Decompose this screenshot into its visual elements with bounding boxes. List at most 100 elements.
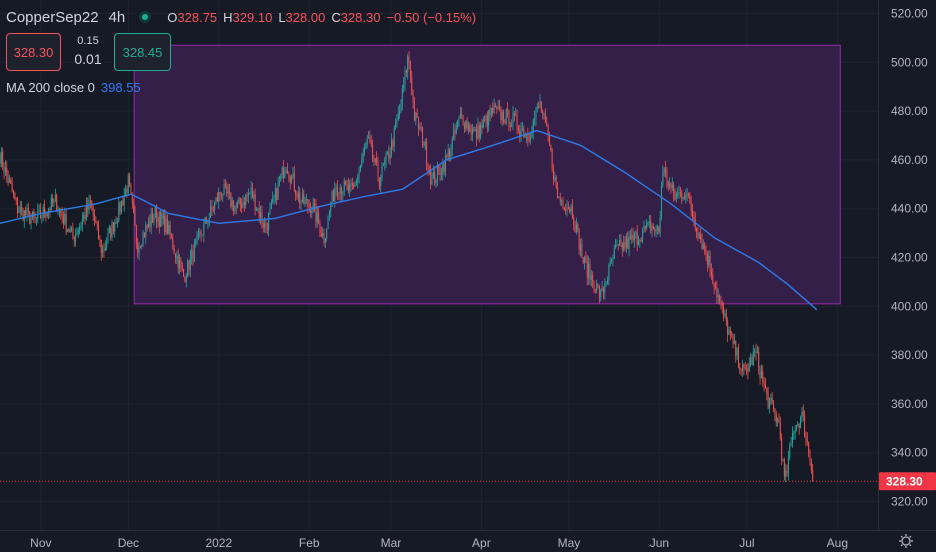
symbol-name[interactable]: CopperSep22: [6, 8, 99, 26]
ma-legend[interactable]: MA 200 close 0 398.55: [6, 80, 141, 95]
candle: [777, 418, 779, 423]
candle: [214, 202, 216, 210]
candle: [486, 115, 488, 126]
candle: [743, 364, 745, 368]
candle: [291, 175, 293, 183]
candle: [283, 167, 284, 179]
candle: [160, 212, 162, 227]
candle: [477, 125, 479, 139]
candle: [766, 388, 768, 394]
candle: [640, 239, 642, 242]
candle: [430, 171, 432, 185]
ma-label: MA 200 close 0: [6, 80, 95, 95]
candle: [14, 193, 16, 199]
candle: [196, 235, 198, 241]
candle: [496, 107, 498, 110]
candle: [634, 233, 635, 241]
high-label: H: [223, 9, 233, 25]
candle: [405, 70, 407, 73]
candle: [720, 300, 722, 303]
candle: [480, 125, 482, 138]
candle: [798, 423, 800, 429]
candle: [713, 283, 715, 287]
candle: [361, 159, 363, 166]
candle: [158, 217, 160, 227]
candle: [373, 158, 375, 162]
candle: [482, 119, 484, 129]
candle: [472, 129, 473, 135]
candle: [797, 423, 799, 426]
candle: [115, 222, 117, 224]
candle: [457, 121, 459, 129]
candle: [315, 204, 317, 223]
candle: [103, 249, 105, 251]
candle: [246, 194, 248, 196]
spread-top: 0.15: [77, 35, 99, 47]
candle: [33, 211, 35, 217]
candle: [81, 219, 83, 226]
candle: [299, 192, 301, 204]
candle: [169, 224, 171, 236]
candle: [366, 137, 368, 145]
candle: [769, 400, 770, 409]
timeframe-label[interactable]: 4h: [108, 8, 126, 26]
candle: [41, 217, 43, 218]
candle: [138, 246, 140, 253]
candle: [513, 113, 515, 116]
candle: [216, 197, 218, 202]
candle: [192, 250, 194, 262]
candle: [581, 243, 583, 258]
candle: [492, 107, 494, 113]
candle: [250, 187, 252, 193]
candle: [80, 225, 82, 227]
candle: [435, 180, 437, 184]
candle: [717, 295, 719, 298]
candle: [416, 112, 418, 118]
candle: [555, 177, 557, 188]
candle: [716, 288, 718, 298]
candle: [202, 234, 203, 236]
candle: [230, 192, 232, 207]
candle: [401, 88, 403, 105]
candle: [71, 227, 73, 230]
candle: [439, 167, 441, 175]
candle: [226, 185, 228, 194]
buy-button[interactable]: 328.45: [114, 33, 171, 71]
candle: [149, 221, 151, 227]
candle: [168, 224, 170, 235]
candle: [431, 178, 433, 185]
candle: [616, 244, 618, 245]
candle: [612, 258, 614, 261]
candle: [412, 94, 414, 102]
candle: [29, 211, 31, 224]
candle: [337, 187, 338, 194]
candle: [542, 112, 544, 115]
candle: [696, 228, 698, 232]
candle: [122, 200, 124, 205]
candle: [264, 223, 266, 228]
candle: [15, 198, 17, 200]
candle: [281, 167, 283, 176]
candle: [620, 239, 622, 244]
candle: [543, 113, 545, 115]
candle: [760, 371, 762, 379]
candle: [588, 263, 590, 279]
settings-gear-icon[interactable]: [899, 534, 913, 548]
candle: [13, 191, 14, 194]
candle: [134, 213, 136, 226]
candle: [164, 215, 166, 233]
candle: [65, 213, 67, 232]
candle: [327, 216, 329, 229]
candle: [121, 200, 122, 212]
candle: [787, 457, 789, 474]
candle: [227, 191, 229, 194]
candle: [698, 234, 700, 238]
candle: [110, 228, 112, 238]
sell-button[interactable]: 328.30: [6, 33, 61, 71]
candle: [706, 254, 708, 265]
candle: [67, 228, 68, 232]
candle: [335, 187, 337, 190]
candle: [553, 169, 554, 180]
candle: [427, 164, 429, 169]
